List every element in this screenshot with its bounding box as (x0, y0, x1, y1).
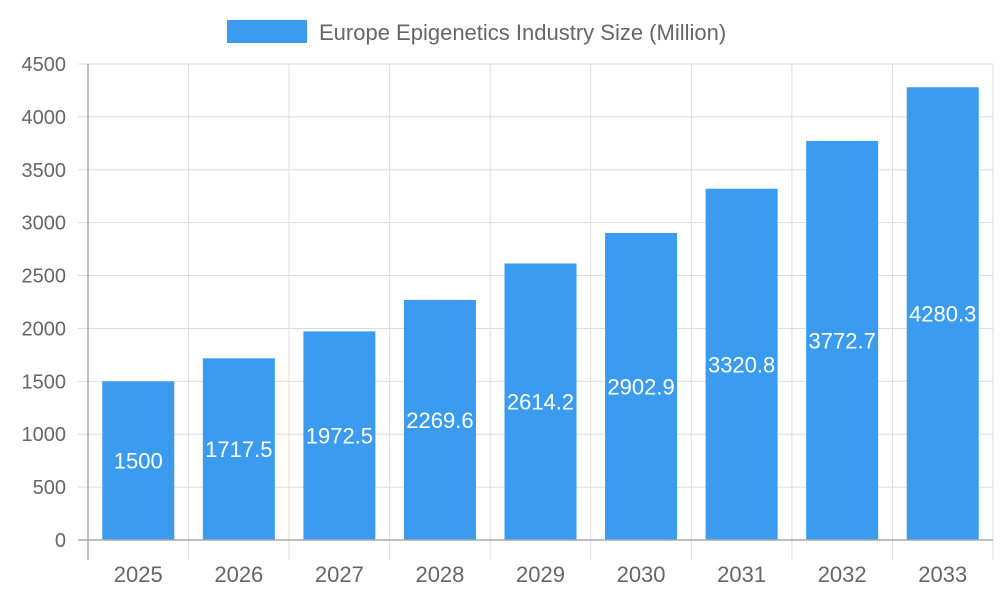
bar (102, 381, 175, 540)
x-tick-label: 2027 (315, 562, 364, 587)
bar (403, 299, 476, 540)
y-tick-label: 1500 (22, 371, 67, 393)
data-label: 2269.6 (406, 408, 473, 433)
data-label: 4280.3 (909, 302, 976, 327)
x-tick-label: 2025 (114, 562, 163, 587)
y-tick-label: 2000 (22, 318, 67, 340)
x-tick-label: 2029 (516, 562, 565, 587)
y-tick-label: 4000 (22, 107, 67, 129)
data-label: 3320.8 (708, 352, 775, 377)
legend[interactable]: Europe Epigenetics Industry Size (Millio… (227, 20, 726, 45)
x-tick-label: 2028 (415, 562, 464, 587)
y-tick-label: 2500 (22, 266, 67, 288)
x-tick-label: 2031 (717, 562, 766, 587)
y-tick-label: 4500 (22, 54, 67, 76)
bar (504, 263, 577, 540)
y-tick-label: 1000 (22, 424, 67, 446)
x-tick-label: 2032 (818, 562, 867, 587)
data-label: 1500 (114, 449, 163, 474)
data-label: 1972.5 (306, 424, 373, 449)
legend-swatch (227, 20, 307, 43)
y-tick-label: 500 (33, 477, 66, 499)
y-tick-label: 0 (55, 530, 66, 552)
y-tick-label: 3000 (22, 213, 67, 235)
bars: 1500 1717.5 1972.5 2269.6 2614.2 2902.9 3320.8… (102, 87, 979, 540)
bar (202, 358, 275, 540)
x-tick-label: 2030 (617, 562, 666, 587)
bar (806, 140, 879, 540)
data-label: 1717.5 (205, 437, 272, 462)
bar (605, 232, 678, 540)
x-tick-label: 2033 (918, 562, 967, 587)
data-label: 2614.2 (507, 390, 574, 415)
y-tick-label: 3500 (22, 160, 67, 182)
bar (705, 188, 778, 540)
data-label: 2902.9 (607, 374, 674, 399)
data-label: 3772.7 (809, 328, 876, 353)
legend-label: Europe Epigenetics Industry Size (Millio… (319, 20, 726, 45)
x-tick-label: 2026 (214, 562, 263, 587)
bar (906, 87, 979, 540)
axes: 0 500 1000 1500 2000 2500 3000 3500 4000 4500 2025… (22, 54, 993, 587)
bar (303, 331, 376, 540)
